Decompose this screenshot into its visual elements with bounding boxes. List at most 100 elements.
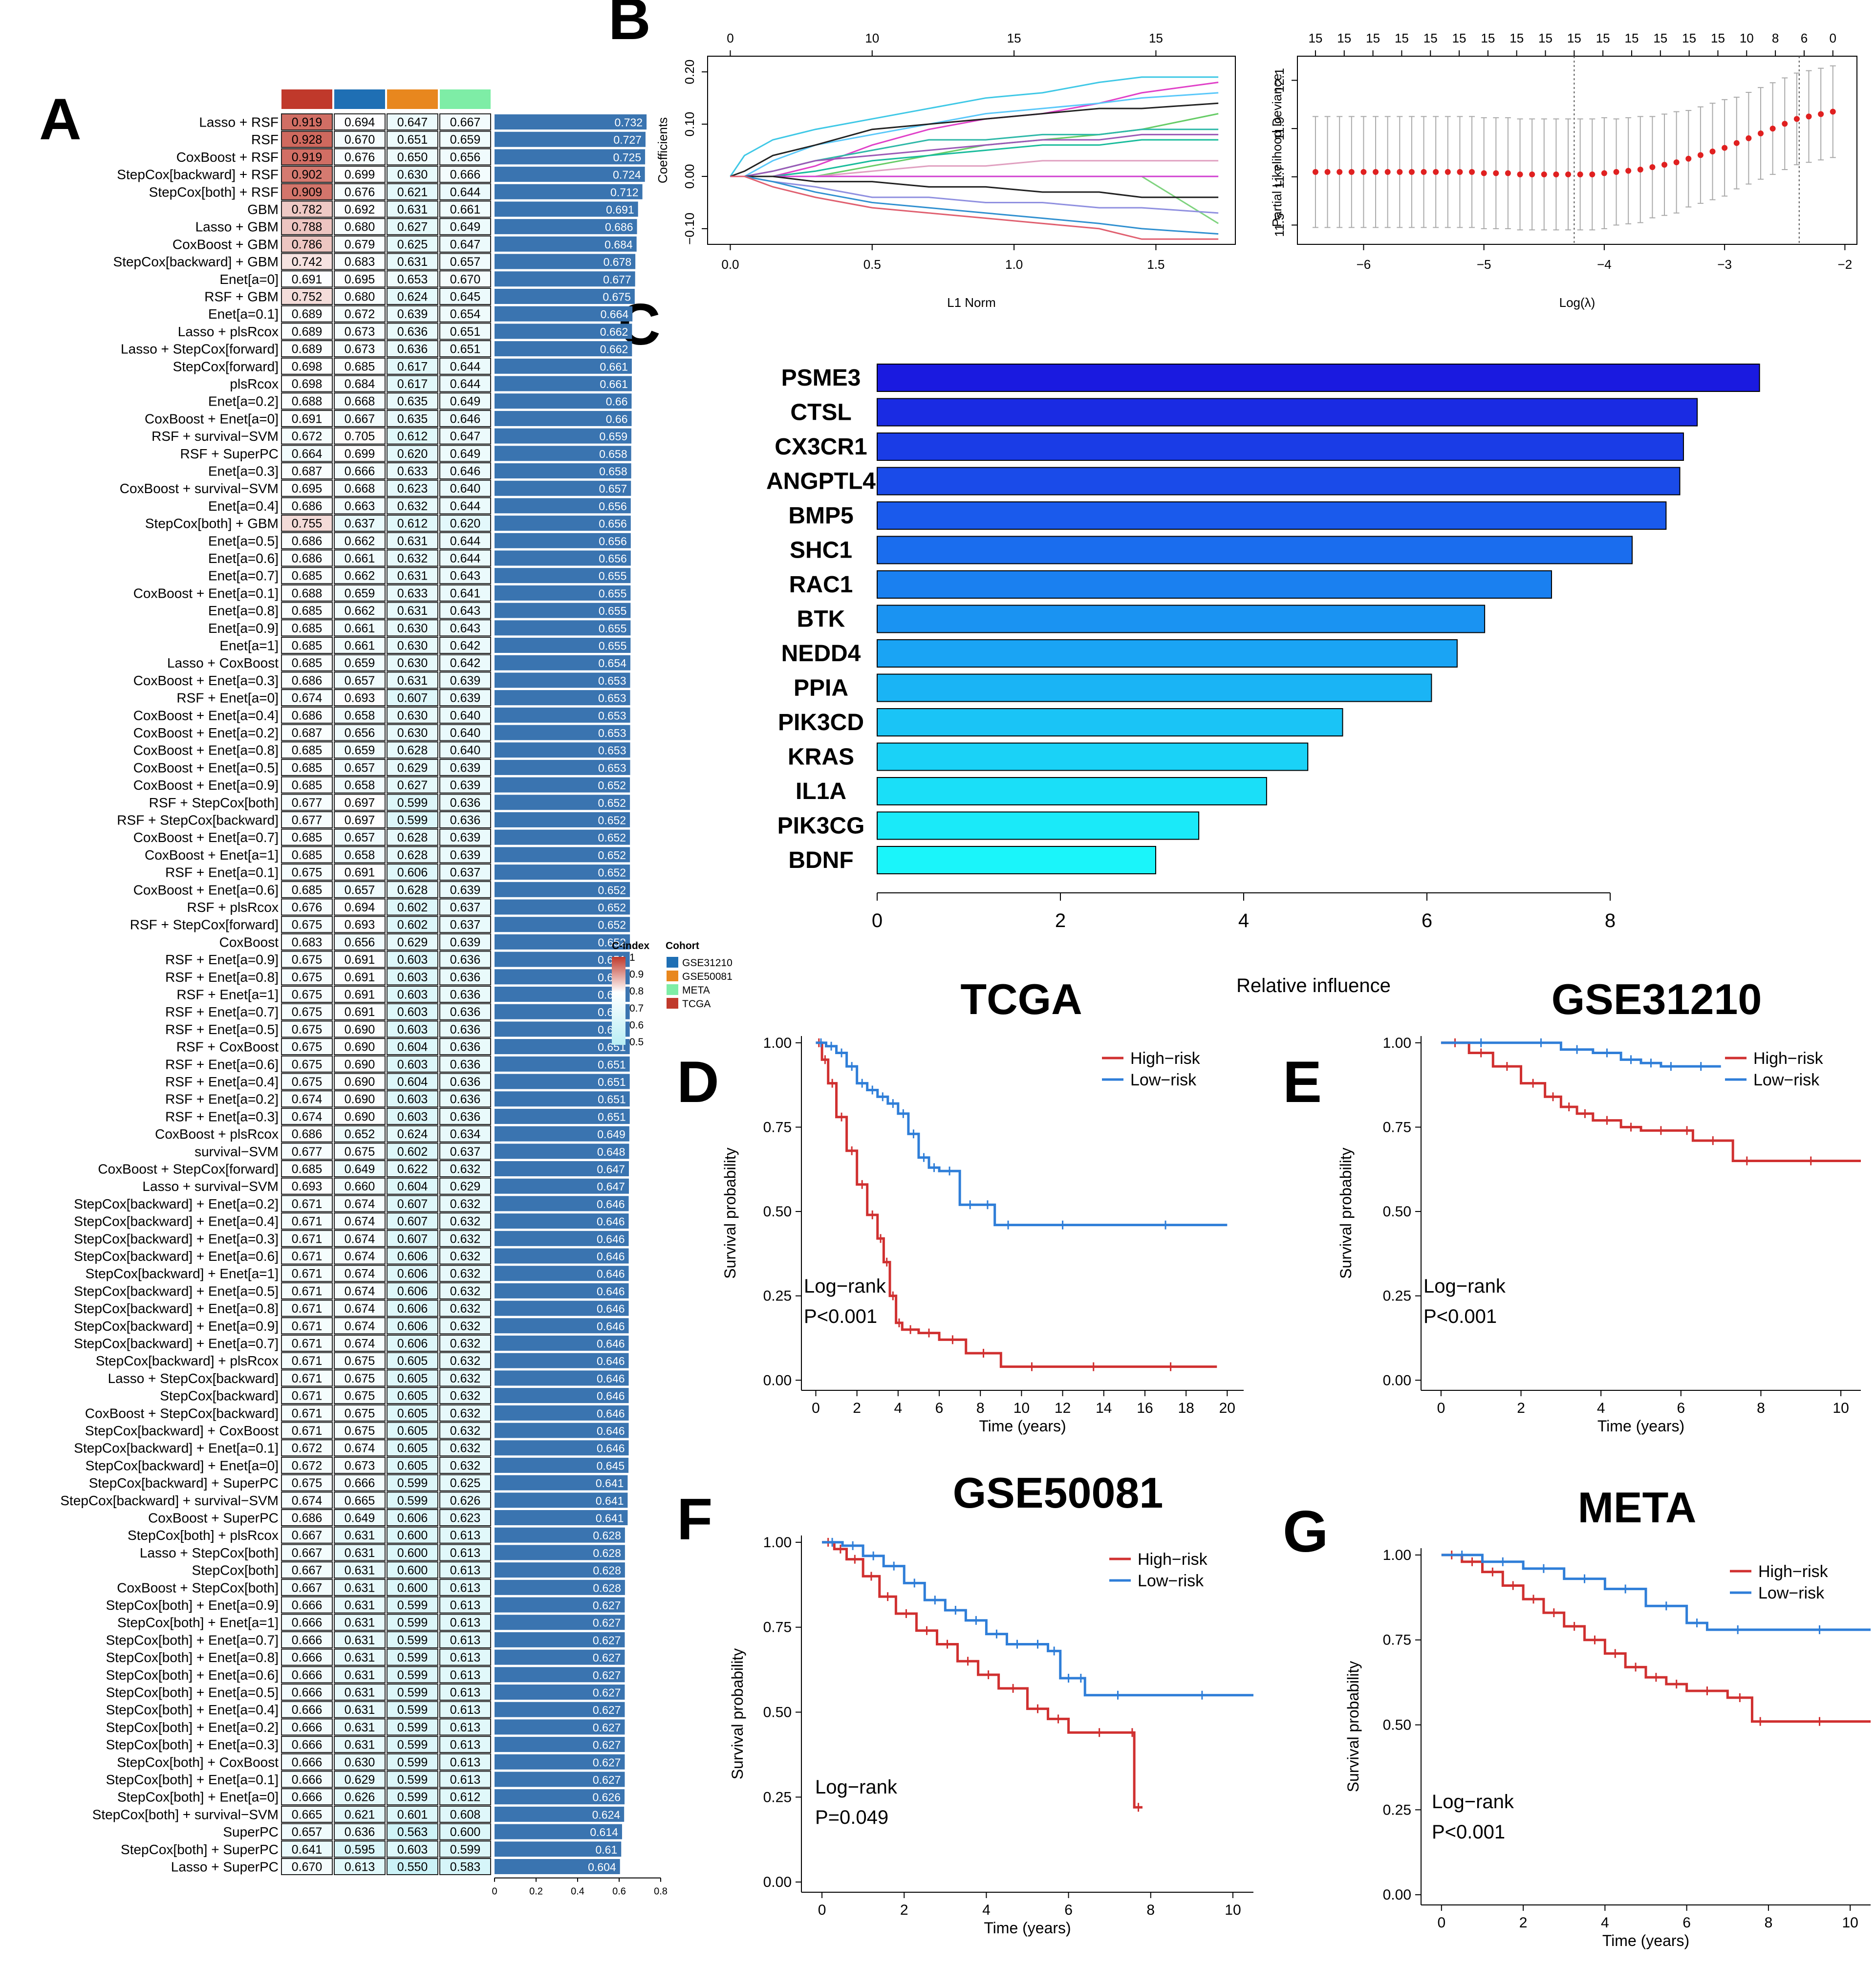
influence-bar xyxy=(877,570,1552,599)
panel-label-B: B xyxy=(608,0,651,52)
heatmap-cell xyxy=(334,1526,386,1544)
heatmap-cell xyxy=(334,1631,386,1648)
heatmap-cell xyxy=(334,462,386,479)
heatmap-value: 0.691 xyxy=(345,971,375,984)
heatmap-value: 0.607 xyxy=(397,1232,428,1246)
heatmap-value: 0.695 xyxy=(345,273,375,286)
heatmap-cell xyxy=(439,392,491,410)
km-xtick-label: 10 xyxy=(1225,1902,1241,1918)
heatmap-value: 0.687 xyxy=(292,726,323,740)
heatmap-value: 0.628 xyxy=(397,744,428,757)
heatmap-cell xyxy=(334,1317,386,1335)
heatmap-value: 0.644 xyxy=(450,185,481,199)
mean-bar xyxy=(495,1266,629,1281)
deviance-point xyxy=(1529,171,1535,177)
mean-value: 0.652 xyxy=(598,936,626,949)
heatmap-value: 0.675 xyxy=(345,1372,375,1385)
heatmap-cell xyxy=(387,898,438,916)
mean-bar xyxy=(495,149,646,165)
model-label: CoxBoost + StepCox[forward] xyxy=(98,1162,279,1177)
heatmap-cell xyxy=(439,741,491,759)
b-right-frame xyxy=(1297,56,1857,245)
c-index-tick: 0.7 xyxy=(629,1003,644,1014)
mean-bar xyxy=(495,672,630,688)
heatmap-value: 0.639 xyxy=(450,692,481,705)
heatmap-cell xyxy=(281,794,333,811)
mean-value: 0.651 xyxy=(598,1093,626,1106)
heatmap-cell xyxy=(334,1247,386,1265)
heatmap-value: 0.691 xyxy=(292,412,323,426)
heatmap-cell xyxy=(439,235,491,253)
km-xtick-label: 0 xyxy=(812,1400,820,1416)
heatmap-value: 0.600 xyxy=(397,1529,428,1542)
heatmap-value: 0.671 xyxy=(292,1215,323,1229)
heatmap-value: 0.636 xyxy=(450,1075,481,1089)
heatmap-cell xyxy=(439,881,491,898)
legend-label: Low−risk xyxy=(1130,1071,1197,1089)
heatmap-cell xyxy=(387,1160,438,1177)
heatmap-cell xyxy=(281,1823,333,1840)
mean-value: 0.725 xyxy=(613,151,642,164)
heatmap-cell xyxy=(387,1718,438,1736)
deviance-point xyxy=(1337,169,1343,175)
mean-value: 0.627 xyxy=(593,1704,621,1716)
model-label: StepCox[backward] + RSF xyxy=(117,167,279,182)
heatmap-cell xyxy=(439,724,491,741)
mean-value: 0.646 xyxy=(597,1425,625,1437)
mean-bar xyxy=(495,1353,629,1368)
heatmap-cell xyxy=(387,1003,438,1020)
heatmap-cell xyxy=(281,1369,333,1387)
heatmap-cell xyxy=(334,305,386,323)
heatmap-cell xyxy=(281,1684,333,1701)
km-ytick-label: 0.00 xyxy=(763,1874,792,1890)
heatmap-cell xyxy=(281,479,333,497)
heatmap-value: 0.674 xyxy=(292,1110,323,1124)
coefficient-path xyxy=(730,113,1219,177)
heatmap-value: 0.603 xyxy=(397,1110,428,1124)
heatmap-value: 0.674 xyxy=(292,1093,323,1106)
heatmap-value: 0.644 xyxy=(450,534,481,548)
heatmap-cell xyxy=(334,1509,386,1526)
mean-bar xyxy=(495,1859,620,1874)
heatmap-cell xyxy=(387,1125,438,1143)
logrank-annotation: Log−rank xyxy=(815,1776,898,1798)
heatmap-value: 0.606 xyxy=(397,1319,428,1333)
heatmap-cell xyxy=(281,392,333,410)
heatmap-value: 0.657 xyxy=(345,674,375,688)
b-right-toptick-label: 10 xyxy=(1740,31,1754,45)
heatmap-value: 0.630 xyxy=(397,709,428,722)
km-xtick-label: 0 xyxy=(1437,1400,1445,1416)
cohort-header-META xyxy=(440,89,491,109)
heatmap-cell xyxy=(439,776,491,794)
model-label: Enet[a=0.5] xyxy=(208,533,279,548)
heatmap-value: 0.599 xyxy=(397,1791,428,1804)
heatmap-value: 0.601 xyxy=(397,1808,428,1821)
heatmap-value: 0.605 xyxy=(397,1442,428,1455)
heatmap-cell xyxy=(281,776,333,794)
mean-value: 0.656 xyxy=(599,535,627,547)
mean-bar xyxy=(495,1039,630,1055)
heatmap-value: 0.693 xyxy=(292,1180,323,1193)
heatmap-value: 0.657 xyxy=(292,1825,323,1839)
b-right-ytick-label: 11.7 xyxy=(1272,165,1287,189)
mean-bar xyxy=(495,516,631,531)
heatmap-cell xyxy=(281,1858,333,1875)
model-label: StepCox[both] + Enet[a=0] xyxy=(117,1790,279,1805)
heatmap-value: 0.691 xyxy=(345,988,375,1002)
heatmap-value: 0.641 xyxy=(292,1843,323,1857)
model-label: survival−SVM xyxy=(194,1144,279,1159)
heatmap-value: 0.613 xyxy=(345,1860,375,1874)
heatmap-cell xyxy=(387,1422,438,1439)
mean-bar xyxy=(495,759,630,775)
model-label: RSF + CoxBoost xyxy=(176,1039,279,1055)
mean-value: 0.652 xyxy=(598,884,626,896)
heatmap-cell xyxy=(281,758,333,776)
heatmap-cell xyxy=(281,689,333,707)
mean-value: 0.655 xyxy=(599,622,627,635)
heatmap-value: 0.637 xyxy=(450,901,481,914)
b-left-ytick-label: 0.10 xyxy=(682,112,697,137)
model-label: StepCox[backward] + Enet[a=0.7] xyxy=(74,1336,279,1351)
heatmap-cell xyxy=(334,1684,386,1701)
influence-bar xyxy=(877,536,1633,564)
heatmap-cell xyxy=(281,671,333,689)
